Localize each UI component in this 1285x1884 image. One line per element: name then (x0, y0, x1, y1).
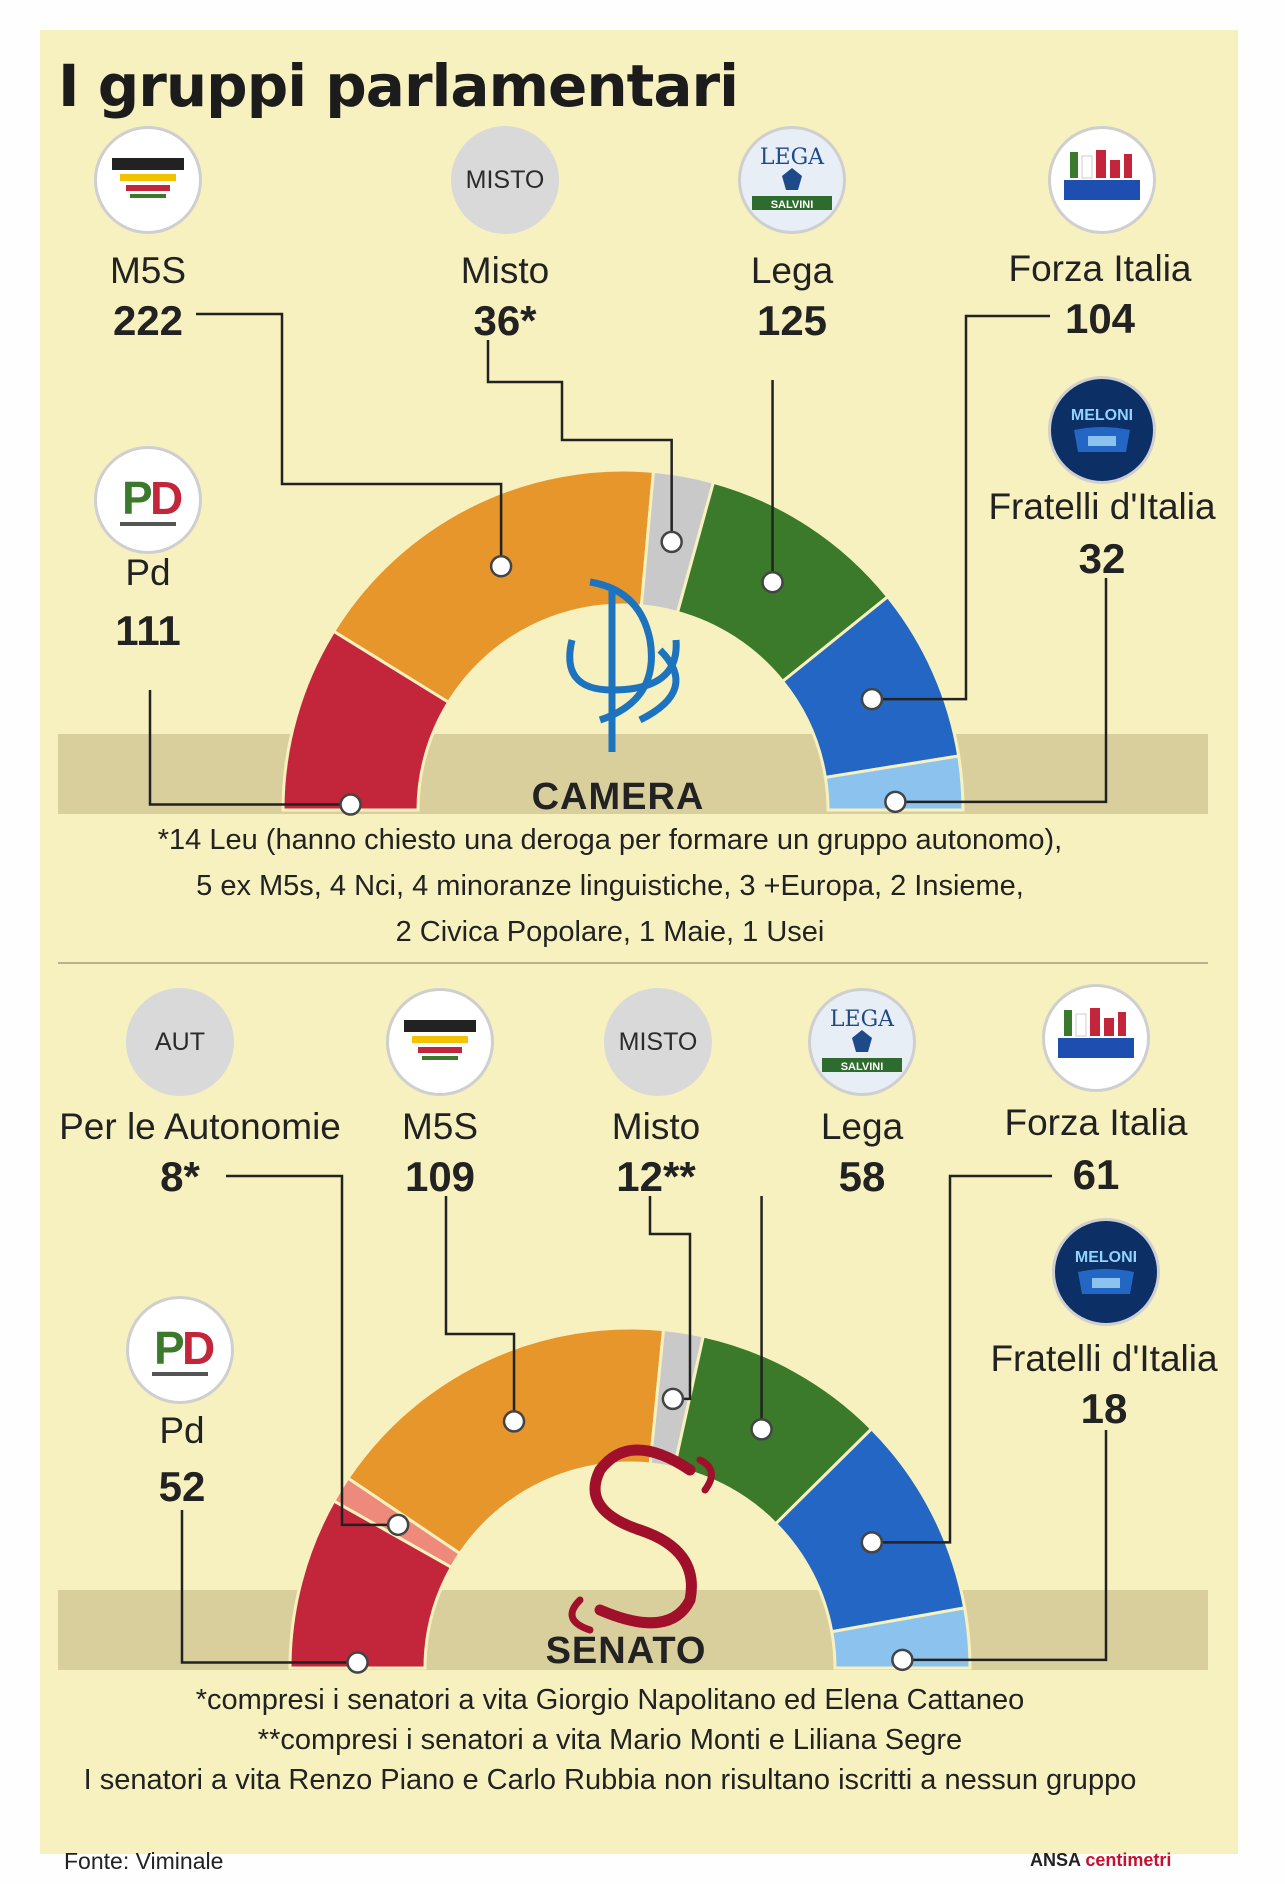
leader-dot-fratelli_italia (891, 1648, 914, 1672)
senato-m5s-count: 109 (404, 1153, 476, 1200)
camera-note-line-3: 2 Civica Popolare, 1 Maie, 1 Usei (395, 916, 825, 948)
svg-text:D: D (182, 1322, 215, 1374)
section-divider (58, 962, 1208, 964)
misto-logo: MISTO (604, 988, 712, 1096)
svg-text:P: P (154, 1322, 185, 1374)
forza-italia-logo-icon (1042, 984, 1150, 1092)
senato-note-line-2: **compresi i senatori a vita Mario Monti… (257, 1724, 963, 1756)
camera-note-line-1: *14 Leu (hanno chiesto una deroga per fo… (157, 824, 1063, 856)
leader-dot-aut (386, 1513, 410, 1537)
camera-segment-fratelli_italia (823, 754, 965, 812)
leader-dot-m5s (502, 1410, 526, 1433)
senato-emblem-icon (568, 1444, 715, 1634)
camera-misto-count: 36* (473, 297, 537, 344)
fratelli-italia-logo-icon: MELONI (1048, 376, 1156, 484)
senato-fratelli-italia-count: 18 (1080, 1385, 1128, 1432)
svg-text:P: P (122, 472, 153, 524)
senato-floor-band (58, 1590, 1208, 1670)
camera-title: CAMERA (531, 776, 705, 818)
camera-segment-m5s (331, 468, 656, 705)
senato-segment-m5s (345, 1326, 666, 1556)
senato-lega-label: Lega (820, 1106, 904, 1147)
forza-italia-logo-icon (1048, 126, 1156, 234)
svg-text:LEGA: LEGA (830, 1007, 895, 1032)
senato-misto-count: 12** (616, 1153, 696, 1200)
svg-text:D: D (150, 472, 183, 524)
leader-line-m5s (196, 312, 503, 567)
camera-emblem-icon (566, 578, 680, 752)
leader-dot-pd (346, 1651, 369, 1674)
camera-hemicycle (281, 468, 965, 812)
camera-note-line-2: 5 ex M5s, 4 Nci, 4 minoranze linguistich… (196, 870, 1024, 902)
misto-logo: MISTO (451, 126, 559, 234)
source-note: Fonte: Viminale (64, 1848, 224, 1874)
svg-text:MELONI: MELONI (1071, 407, 1133, 424)
svg-text:LEGA: LEGA (760, 145, 825, 170)
lega-logo-icon: LEGA SALVINI (738, 126, 846, 234)
camera-fratelli-italia-count: 32 (1078, 535, 1126, 582)
leader-dot-misto (661, 1387, 685, 1411)
svg-text:SALVINI: SALVINI (771, 199, 814, 211)
infographic-card (40, 30, 1238, 1854)
svg-text:MELONI: MELONI (1075, 1249, 1137, 1266)
senato-m5s-label: M5S (401, 1106, 479, 1147)
leader-dot-lega (761, 570, 784, 594)
leader-line-misto (648, 1196, 692, 1401)
camera-misto-label: Misto (460, 250, 550, 291)
leader-dot-lega (750, 1418, 773, 1441)
senato-segment-fratelli_italia (830, 1606, 972, 1670)
senato-forza-italia-label: Forza Italia (1004, 1102, 1188, 1143)
camera-m5s-count: 222 (112, 297, 184, 344)
leader-line-pd (148, 690, 351, 806)
camera-lega-count: 125 (756, 297, 828, 344)
page-title: I gruppi parlamentari (58, 52, 739, 120)
leader-line-fratelli_italia (895, 578, 1108, 804)
leader-line-forza_italia (871, 1174, 1052, 1544)
leader-dot-misto (660, 530, 683, 554)
brand-logo: ANSA centimetri (1030, 1850, 1172, 1870)
m5s-logo-icon (94, 126, 202, 234)
leader-line-forza_italia (871, 314, 1050, 701)
senato-pd-count: 52 (158, 1463, 206, 1510)
m5s-logo-icon (386, 988, 494, 1096)
senato-pd-label: Pd (159, 1410, 205, 1451)
camera-lega-label: Lega (750, 250, 834, 291)
svg-text:SALVINI: SALVINI (841, 1061, 884, 1073)
senato-lega-count: 58 (838, 1153, 886, 1200)
leader-dot-forza_italia (860, 687, 884, 711)
camera-pd-label: Pd (125, 552, 171, 593)
lega-logo-icon: LEGA SALVINI (808, 988, 916, 1096)
camera-m5s-label: M5S (109, 250, 187, 291)
leader-line-pd (180, 1510, 358, 1664)
senato-forza-italia-count: 61 (1072, 1151, 1120, 1198)
leader-dot-forza_italia (860, 1531, 884, 1554)
leader-dot-fratelli_italia (884, 790, 907, 814)
leader-lines (148, 312, 1108, 1674)
camera-forza-italia-label: Forza Italia (1008, 248, 1192, 289)
camera-pd-count: 111 (115, 607, 181, 654)
senato-note-line-3: I senatori a vita Renzo Piano e Carlo Ru… (83, 1764, 1137, 1796)
leader-line-aut (226, 1174, 399, 1527)
senato-aut-label: Per le Autonomie (59, 1106, 341, 1147)
fratelli-italia-logo-icon: MELONI (1052, 1218, 1160, 1326)
senato-fratelli-italia-label: Fratelli d'Italia (990, 1338, 1218, 1379)
senato-note-line-1: *compresi i senatori a vita Giorgio Napo… (195, 1684, 1025, 1716)
camera-forza-italia-count: 104 (1064, 295, 1136, 342)
senato-aut-count: 8* (160, 1153, 200, 1200)
aut-logo: AUT (126, 988, 234, 1096)
senato-title: SENATO (545, 1630, 707, 1672)
leader-dot-pd (339, 793, 362, 816)
leader-dot-m5s (489, 555, 513, 578)
leader-line-misto (486, 340, 673, 542)
leader-line-m5s (444, 1196, 516, 1422)
senato-misto-label: Misto (611, 1106, 701, 1147)
leader-line-fratelli_italia (902, 1430, 1108, 1662)
camera-fratelli-italia-label: Fratelli d'Italia (988, 486, 1216, 527)
